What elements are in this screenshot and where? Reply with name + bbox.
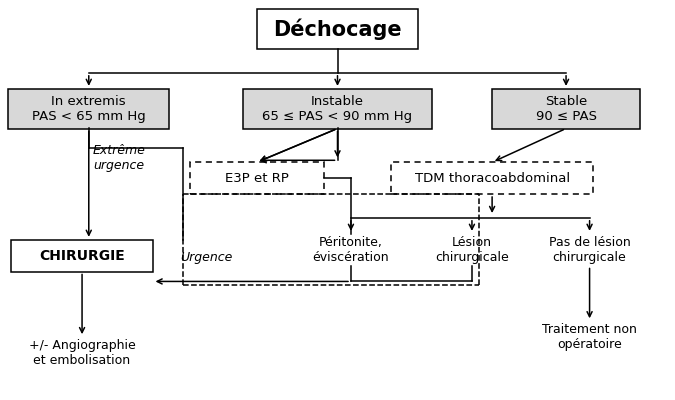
FancyBboxPatch shape (11, 240, 153, 272)
Text: Extrême
urgence: Extrême urgence (92, 144, 146, 172)
Text: Urgence: Urgence (180, 251, 233, 264)
Text: Traitement non
opératoire: Traitement non opératoire (542, 323, 637, 351)
FancyBboxPatch shape (392, 162, 593, 194)
Text: Stable
90 ≤ PAS: Stable 90 ≤ PAS (535, 95, 597, 123)
Text: In extremis
PAS < 65 mm Hg: In extremis PAS < 65 mm Hg (32, 95, 146, 123)
Text: E3P et RP: E3P et RP (225, 172, 289, 185)
Text: Lésion
chirurgicale: Lésion chirurgicale (435, 236, 509, 264)
Text: Instable
65 ≤ PAS < 90 mm Hg: Instable 65 ≤ PAS < 90 mm Hg (263, 95, 412, 123)
FancyBboxPatch shape (256, 9, 418, 49)
Text: +/- Angiographie
et embolisation: +/- Angiographie et embolisation (28, 339, 136, 367)
Text: CHIRURGIE: CHIRURGIE (39, 249, 125, 263)
FancyBboxPatch shape (244, 89, 431, 128)
Text: Péritonite,
éviscération: Péritonite, éviscération (313, 236, 389, 264)
FancyBboxPatch shape (492, 89, 640, 128)
Text: Pas de lésion
chirurgicale: Pas de lésion chirurgicale (549, 236, 630, 264)
FancyBboxPatch shape (8, 89, 169, 128)
Text: Déchocage: Déchocage (273, 18, 402, 40)
Text: TDM thoracoabdominal: TDM thoracoabdominal (414, 172, 570, 185)
FancyBboxPatch shape (190, 162, 324, 194)
